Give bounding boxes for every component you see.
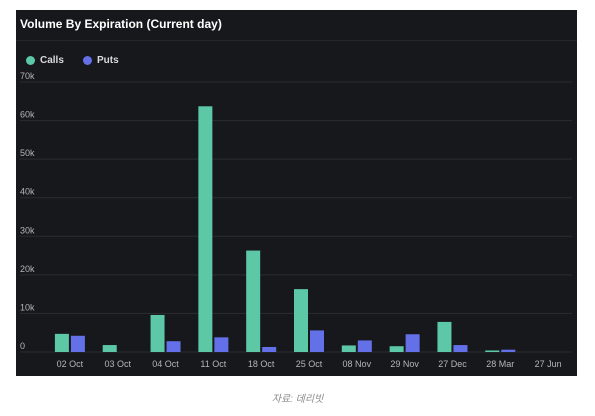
y-axis: 0 10k 20k 30k 40k 50k 60k 70k — [20, 71, 35, 351]
bar-calls[interactable] — [294, 289, 308, 352]
bar-puts[interactable] — [405, 334, 420, 352]
chart-canvas: 0 10k 20k 30k 40k 50k 60k 70k 02 Oct 03 Oct 04 Oc… — [20, 71, 572, 369]
bar-puts[interactable] — [310, 330, 324, 352]
bars — [54, 106, 516, 352]
x-tick-label: 29 Nov — [390, 359, 419, 369]
legend-label-calls: Calls — [40, 55, 64, 66]
bar-puts[interactable] — [262, 346, 277, 352]
bar-calls[interactable] — [437, 321, 452, 352]
legend-item-calls[interactable]: Calls — [26, 55, 64, 66]
grid-lines — [20, 81, 572, 353]
bar-calls[interactable] — [341, 345, 356, 352]
bar-puts[interactable] — [453, 345, 468, 352]
x-tick-label: 02 Oct — [57, 359, 84, 369]
y-tick-label: 20k — [20, 264, 35, 274]
bar-calls[interactable] — [150, 314, 165, 352]
bar-calls[interactable] — [485, 350, 500, 352]
chart-panel: 0 10k 20k 30k 40k 50k 60k 70k 02 Oct 03 Oct 04 Oc… — [16, 10, 577, 376]
bar-calls[interactable] — [198, 106, 213, 352]
bar-puts[interactable] — [357, 340, 372, 352]
legend-label-puts: Puts — [97, 55, 119, 66]
x-tick-label: 08 Nov — [343, 359, 372, 369]
x-tick-label: 11 Oct — [200, 359, 226, 369]
x-tick-label: 28 Mar — [486, 359, 514, 369]
bar-puts[interactable] — [166, 341, 181, 352]
source-caption: 자료: 데리빗 — [271, 394, 324, 405]
y-tick-label: 60k — [20, 110, 35, 120]
y-tick-label: 30k — [20, 225, 35, 235]
legend-dot-puts — [83, 56, 92, 65]
title-divider — [16, 40, 577, 41]
y-tick-label: 40k — [20, 187, 35, 197]
y-tick-label: 70k — [20, 71, 35, 81]
y-tick-label: 50k — [20, 148, 35, 158]
chart-title: Volume By Expiration (Current day) — [20, 17, 222, 31]
y-tick-label: 0 — [20, 341, 25, 351]
x-tick-label: 27 Jun — [535, 359, 562, 369]
bar-calls[interactable] — [246, 250, 261, 352]
y-tick-label: 10k — [20, 302, 35, 312]
bar-puts[interactable] — [70, 335, 85, 352]
bar-puts[interactable] — [214, 337, 229, 352]
x-tick-label: 27 Dec — [438, 359, 467, 369]
x-tick-label: 03 Oct — [104, 359, 131, 369]
bar-puts[interactable] — [501, 349, 516, 352]
legend-item-puts[interactable]: Puts — [83, 55, 119, 66]
legend-dot-calls — [26, 56, 35, 65]
bar-calls[interactable] — [389, 346, 404, 352]
bar-calls[interactable] — [54, 333, 69, 352]
x-tick-label: 25 Oct — [296, 359, 323, 369]
x-axis: 02 Oct 03 Oct 04 Oct 11 Oct 18 Oct 25 Oct 08 N… — [57, 359, 562, 369]
x-tick-label: 18 Oct — [248, 359, 275, 369]
x-tick-label: 04 Oct — [152, 359, 179, 369]
bar-calls[interactable] — [102, 345, 117, 352]
